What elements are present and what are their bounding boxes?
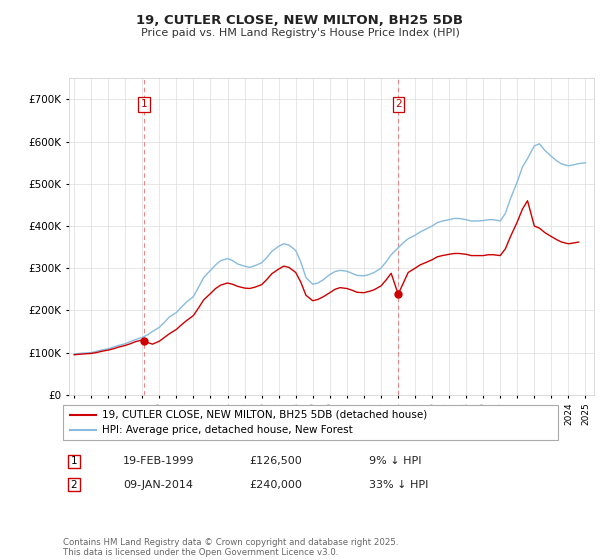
Text: 19, CUTLER CLOSE, NEW MILTON, BH25 5DB: 19, CUTLER CLOSE, NEW MILTON, BH25 5DB [137,14,464,27]
Text: Price paid vs. HM Land Registry's House Price Index (HPI): Price paid vs. HM Land Registry's House … [140,28,460,38]
Text: 33% ↓ HPI: 33% ↓ HPI [369,480,428,490]
Text: 2: 2 [395,100,402,110]
Text: 09-JAN-2014: 09-JAN-2014 [123,480,193,490]
Text: Contains HM Land Registry data © Crown copyright and database right 2025.
This d: Contains HM Land Registry data © Crown c… [63,538,398,557]
Text: HPI: Average price, detached house, New Forest: HPI: Average price, detached house, New … [102,425,353,435]
Text: 1: 1 [141,100,148,110]
Text: £126,500: £126,500 [249,456,302,466]
Text: 9% ↓ HPI: 9% ↓ HPI [369,456,421,466]
Text: 19, CUTLER CLOSE, NEW MILTON, BH25 5DB (detached house): 19, CUTLER CLOSE, NEW MILTON, BH25 5DB (… [102,409,427,419]
Text: 2: 2 [71,480,77,490]
Text: 19-FEB-1999: 19-FEB-1999 [123,456,194,466]
Text: 1: 1 [71,456,77,466]
Text: £240,000: £240,000 [249,480,302,490]
